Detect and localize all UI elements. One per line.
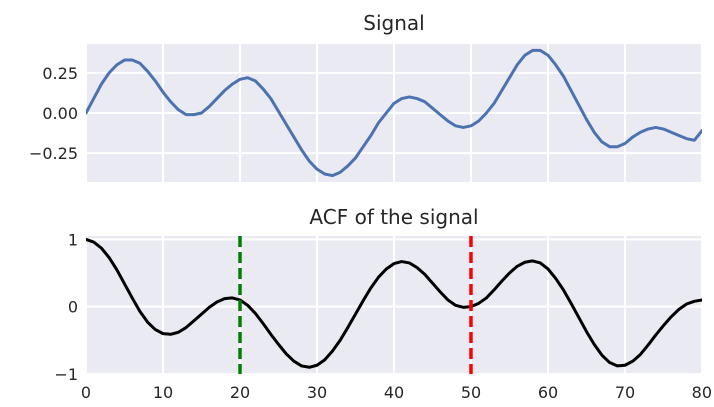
x-tick-label: 0 (81, 383, 91, 402)
acf-panel: −101 0 10 20 30 40 50 60 70 80 ACF of the signal (54, 205, 712, 402)
signal-line (86, 48, 702, 178)
y-tick-label: 0 (68, 298, 78, 317)
signal-title: Signal (363, 11, 424, 35)
x-tick-label: 40 (384, 383, 404, 402)
x-tick-label: 50 (461, 383, 481, 402)
y-tick-label: 0.00 (42, 104, 78, 123)
x-tick-label: 60 (538, 383, 558, 402)
x-tick-label: 70 (615, 383, 635, 402)
y-tick-label: −0.25 (29, 144, 78, 163)
x-tick-label: 20 (230, 383, 250, 402)
signal-panel: −0.25 0.00 0.25 Signal (29, 11, 703, 182)
acf-line (86, 237, 702, 369)
y-tick-label: 1 (68, 230, 78, 249)
y-tick-label: 0.25 (42, 64, 78, 83)
y-tick-label: −1 (54, 365, 78, 384)
acf-title: ACF of the signal (309, 205, 478, 229)
x-tick-label: 80 (692, 383, 712, 402)
x-tick-label: 30 (307, 383, 327, 402)
x-tick-label: 10 (153, 383, 173, 402)
